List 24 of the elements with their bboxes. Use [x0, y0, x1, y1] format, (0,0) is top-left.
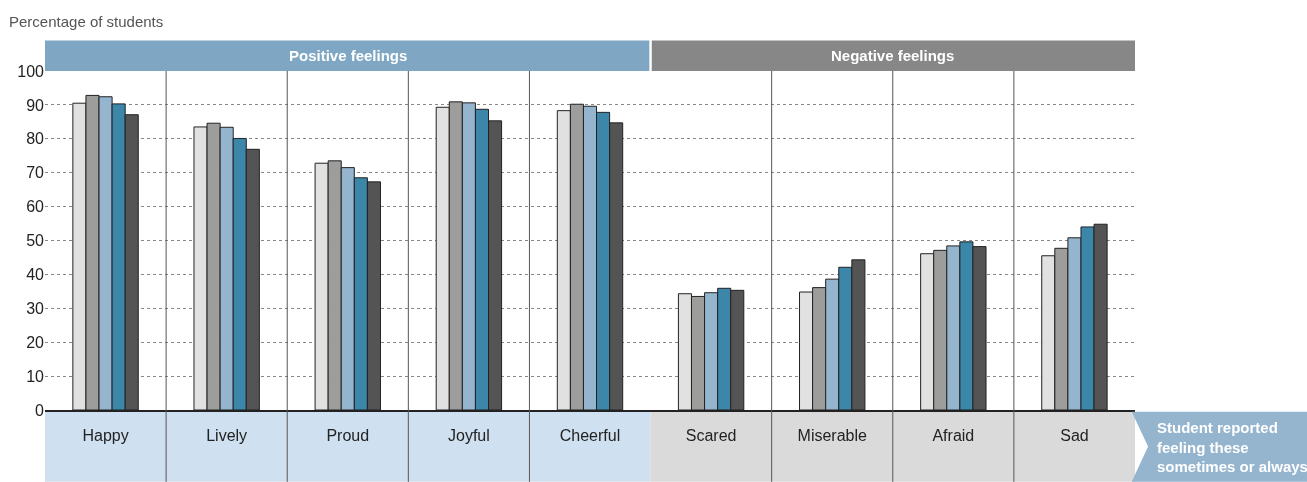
y-tick-label: 20: [26, 333, 45, 351]
x-tick-label: Afraid: [932, 426, 975, 444]
x-tick-label: Happy: [82, 426, 129, 444]
x-tick-label: Lively: [206, 426, 248, 444]
x-tick-label: Joyful: [447, 426, 490, 444]
x-tick-label: Proud: [326, 426, 370, 444]
y-tick-label: 60: [26, 198, 45, 216]
y-tick-label: 30: [26, 299, 45, 317]
y-tick-label: 70: [26, 164, 45, 182]
y-tick-label: 10: [26, 367, 45, 385]
x-tick-label: Sad: [1060, 426, 1089, 444]
text: Negative feelings: [831, 47, 955, 64]
y-tick-label: 80: [26, 130, 45, 148]
text: Positive feelings: [289, 47, 408, 64]
y-tick-label: 100: [17, 62, 45, 80]
y-tick-label: 0: [35, 401, 45, 419]
text: Student reported feeling these sometimes or always: [1157, 419, 1307, 475]
x-tick-label: Miserable: [797, 426, 867, 444]
x-tick-label: Scared: [685, 426, 737, 444]
y-tick-label: 90: [26, 96, 45, 114]
y-tick-label: 50: [26, 232, 45, 250]
x-tick-label: Cheerful: [559, 426, 621, 444]
y-axis-title: Percentage of students: [9, 13, 164, 30]
y-tick-label: 40: [26, 266, 45, 283]
